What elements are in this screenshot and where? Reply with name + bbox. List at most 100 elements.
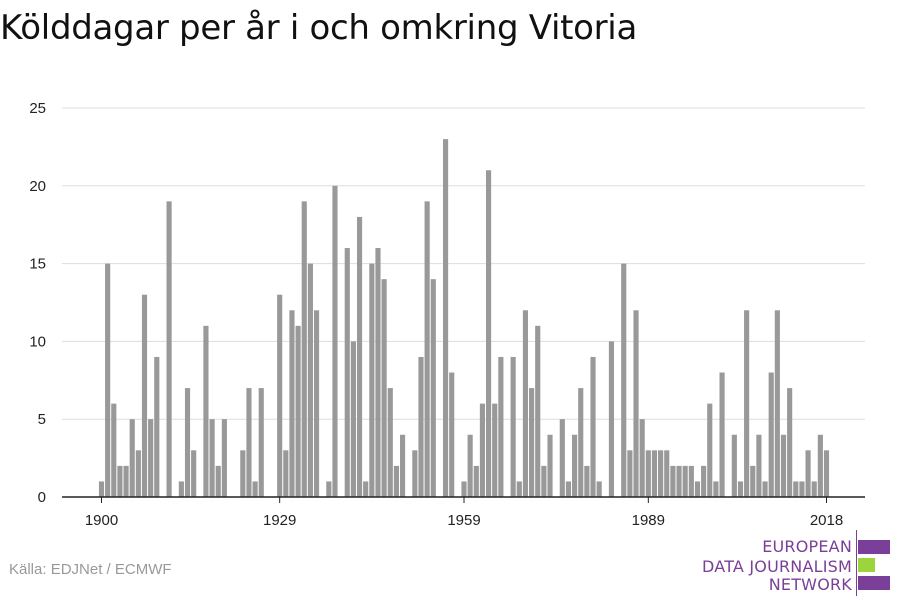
bar bbox=[572, 434, 578, 497]
bar bbox=[756, 434, 762, 497]
bar bbox=[283, 450, 289, 497]
bar bbox=[203, 325, 209, 497]
bar bbox=[430, 279, 436, 497]
bar bbox=[418, 356, 424, 497]
bar bbox=[793, 481, 799, 497]
x-tick-label: 1959 bbox=[447, 512, 480, 529]
logo-text-line-3: NETWORK bbox=[768, 575, 852, 594]
bar bbox=[774, 310, 780, 497]
bar bbox=[633, 310, 639, 497]
bar bbox=[442, 139, 449, 497]
bar bbox=[498, 356, 504, 497]
bar bbox=[664, 450, 670, 497]
y-tick-label: 0 bbox=[38, 489, 46, 506]
bar bbox=[522, 310, 529, 497]
bar bbox=[344, 248, 350, 497]
bar bbox=[486, 170, 492, 498]
bar bbox=[707, 403, 713, 497]
bar bbox=[670, 465, 676, 497]
bar bbox=[129, 419, 135, 497]
y-tick-label: 5 bbox=[38, 411, 46, 428]
bar bbox=[467, 434, 473, 497]
bar bbox=[805, 450, 811, 497]
bar bbox=[356, 216, 363, 498]
bar bbox=[289, 310, 295, 497]
bar bbox=[301, 201, 307, 498]
bar bbox=[412, 450, 418, 497]
bar bbox=[584, 465, 590, 497]
bar bbox=[295, 325, 301, 497]
bar bbox=[363, 481, 369, 497]
bar bbox=[375, 248, 381, 497]
bar bbox=[381, 279, 387, 497]
bar bbox=[221, 419, 227, 497]
bar bbox=[682, 465, 688, 497]
bar bbox=[184, 388, 191, 497]
bar bbox=[750, 465, 756, 497]
x-tick-label: 1929 bbox=[263, 512, 296, 529]
y-tick-labels: 0 5 10 15 20 25 bbox=[29, 100, 46, 506]
bar bbox=[565, 481, 572, 497]
bar bbox=[608, 341, 615, 497]
chart-title: Kölddagar per år i och omkring Vitoria bbox=[0, 8, 637, 48]
bar bbox=[117, 465, 123, 497]
y-tick-label: 25 bbox=[29, 100, 46, 117]
bar bbox=[492, 403, 498, 497]
bar bbox=[98, 481, 105, 497]
bar bbox=[701, 465, 707, 497]
edjnet-logo: EUROPEAN DATA JOURNALISM NETWORK bbox=[690, 530, 900, 596]
bar bbox=[811, 481, 817, 497]
bar bbox=[535, 325, 541, 497]
bar bbox=[817, 434, 823, 497]
y-tick-label: 15 bbox=[29, 256, 46, 273]
bar bbox=[313, 310, 320, 497]
bar bbox=[307, 263, 313, 497]
bar bbox=[135, 450, 141, 497]
bar bbox=[787, 388, 793, 497]
x-tick-labels: 1900 1929 1959 1989 2018 bbox=[85, 497, 843, 529]
bar bbox=[369, 263, 375, 497]
bar bbox=[762, 481, 768, 497]
bar bbox=[178, 481, 184, 497]
bar bbox=[516, 481, 522, 497]
bar bbox=[713, 481, 719, 497]
bar bbox=[639, 419, 645, 497]
bar bbox=[258, 388, 264, 497]
bar bbox=[350, 341, 356, 497]
y-tick-label: 10 bbox=[29, 333, 46, 350]
bar bbox=[240, 450, 246, 497]
bar bbox=[215, 465, 221, 497]
bar bbox=[148, 419, 154, 497]
bar bbox=[105, 263, 111, 497]
gridlines bbox=[62, 107, 865, 420]
bar bbox=[596, 481, 602, 497]
logo-bar-3 bbox=[858, 576, 890, 590]
bar bbox=[393, 465, 399, 497]
bar bbox=[449, 372, 455, 497]
bar bbox=[688, 465, 694, 497]
logo-divider bbox=[856, 530, 857, 596]
bars bbox=[98, 139, 830, 498]
bar bbox=[590, 356, 596, 497]
bar bbox=[694, 481, 701, 497]
logo-bar-1 bbox=[858, 540, 890, 554]
bar bbox=[731, 434, 737, 497]
bar bbox=[473, 465, 479, 497]
y-tick-label: 20 bbox=[29, 178, 46, 195]
bar bbox=[166, 201, 172, 498]
x-tick-label: 2018 bbox=[810, 512, 843, 529]
x-tick-label: 1900 bbox=[85, 512, 118, 529]
bar bbox=[141, 294, 148, 497]
bar bbox=[676, 465, 682, 497]
bar bbox=[627, 450, 633, 497]
bar bbox=[510, 356, 516, 497]
bar bbox=[387, 388, 393, 497]
source-note: Källa: EDJNet / ECMWF bbox=[9, 561, 172, 578]
logo-bar-2 bbox=[858, 558, 875, 572]
bar bbox=[547, 434, 553, 497]
bar bbox=[246, 388, 252, 497]
bar bbox=[799, 481, 805, 497]
bar bbox=[277, 294, 283, 497]
bar bbox=[326, 481, 332, 497]
bar bbox=[154, 356, 160, 497]
